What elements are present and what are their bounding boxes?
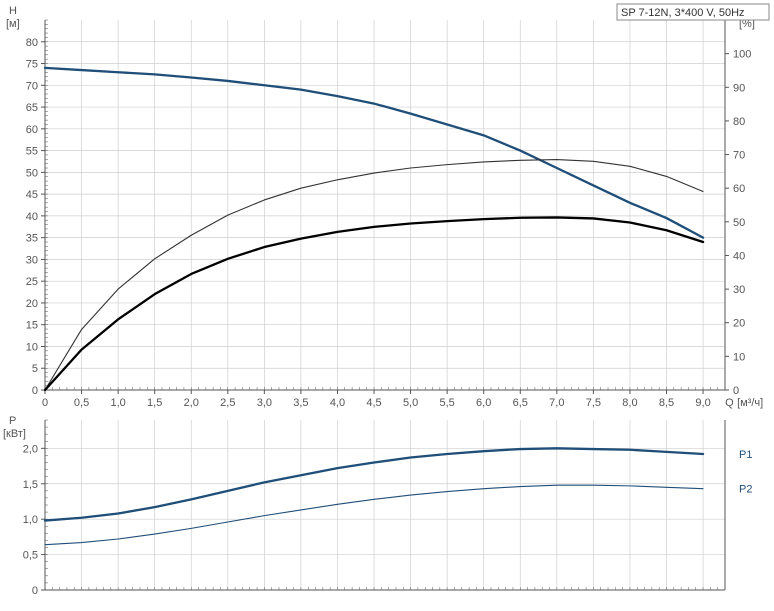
svg-text:5,0: 5,0: [403, 397, 418, 409]
svg-text:9,0: 9,0: [695, 397, 710, 409]
p1-label: P1: [739, 449, 752, 461]
svg-text:5: 5: [32, 363, 38, 375]
p-label: P: [9, 415, 16, 427]
svg-text:30: 30: [733, 284, 745, 296]
svg-text:10: 10: [26, 341, 38, 353]
svg-text:1,0: 1,0: [23, 514, 38, 526]
pump-curve-figure: 0 5 10 15 20 25 30 35 40 45 50 55 60 65 70 75 80 0 10 20 30 4…: [0, 0, 774, 611]
x-label-Q: Q: [725, 397, 734, 409]
svg-text:0: 0: [42, 397, 48, 409]
svg-text:50: 50: [26, 167, 38, 179]
svg-text:2,0: 2,0: [184, 397, 199, 409]
p2-label: P2: [739, 484, 752, 496]
svg-text:40: 40: [26, 211, 38, 223]
svg-text:2,0: 2,0: [23, 443, 38, 455]
svg-text:0,5: 0,5: [23, 550, 38, 562]
svg-text:70: 70: [733, 150, 745, 162]
svg-text:1,5: 1,5: [147, 397, 162, 409]
svg-text:65: 65: [26, 102, 38, 114]
svg-text:55: 55: [26, 146, 38, 158]
svg-text:3,5: 3,5: [293, 397, 308, 409]
svg-text:4,5: 4,5: [366, 397, 381, 409]
svg-text:75: 75: [26, 59, 38, 71]
svg-text:20: 20: [26, 298, 38, 310]
svg-text:0: 0: [32, 385, 38, 397]
svg-text:80: 80: [26, 37, 38, 49]
svg-text:30: 30: [26, 254, 38, 266]
svg-text:5,5: 5,5: [440, 397, 455, 409]
svg-text:20: 20: [733, 318, 745, 330]
svg-text:7,5: 7,5: [586, 397, 601, 409]
svg-text:50: 50: [733, 217, 745, 229]
svg-text:1,0: 1,0: [110, 397, 125, 409]
y-left-label-H: H: [9, 5, 17, 17]
y-left-unit: [м]: [6, 18, 20, 30]
svg-text:4,0: 4,0: [330, 397, 345, 409]
svg-text:3,0: 3,0: [257, 397, 272, 409]
svg-text:80: 80: [733, 116, 745, 128]
svg-text:70: 70: [26, 80, 38, 92]
x-unit: [м³/ч]: [737, 397, 763, 409]
svg-text:0: 0: [32, 585, 38, 597]
svg-text:10: 10: [733, 351, 745, 363]
svg-text:35: 35: [26, 233, 38, 245]
svg-text:0: 0: [733, 385, 739, 397]
svg-text:6,0: 6,0: [476, 397, 491, 409]
svg-text:45: 45: [26, 189, 38, 201]
svg-text:40: 40: [733, 250, 745, 262]
p-unit: [кВт]: [3, 428, 26, 440]
svg-text:60: 60: [733, 183, 745, 195]
svg-text:7,0: 7,0: [549, 397, 564, 409]
svg-text:8,0: 8,0: [622, 397, 637, 409]
svg-text:15: 15: [26, 320, 38, 332]
svg-text:6,5: 6,5: [513, 397, 528, 409]
svg-text:90: 90: [733, 82, 745, 94]
chart-title: SP 7-12N, 3*400 V, 50Hz: [621, 7, 745, 19]
svg-text:100: 100: [733, 49, 751, 61]
svg-text:0,5: 0,5: [74, 397, 89, 409]
svg-text:8,5: 8,5: [659, 397, 674, 409]
svg-text:60: 60: [26, 124, 38, 136]
svg-text:1,5: 1,5: [23, 479, 38, 491]
svg-text:2,5: 2,5: [220, 397, 235, 409]
svg-text:25: 25: [26, 276, 38, 288]
